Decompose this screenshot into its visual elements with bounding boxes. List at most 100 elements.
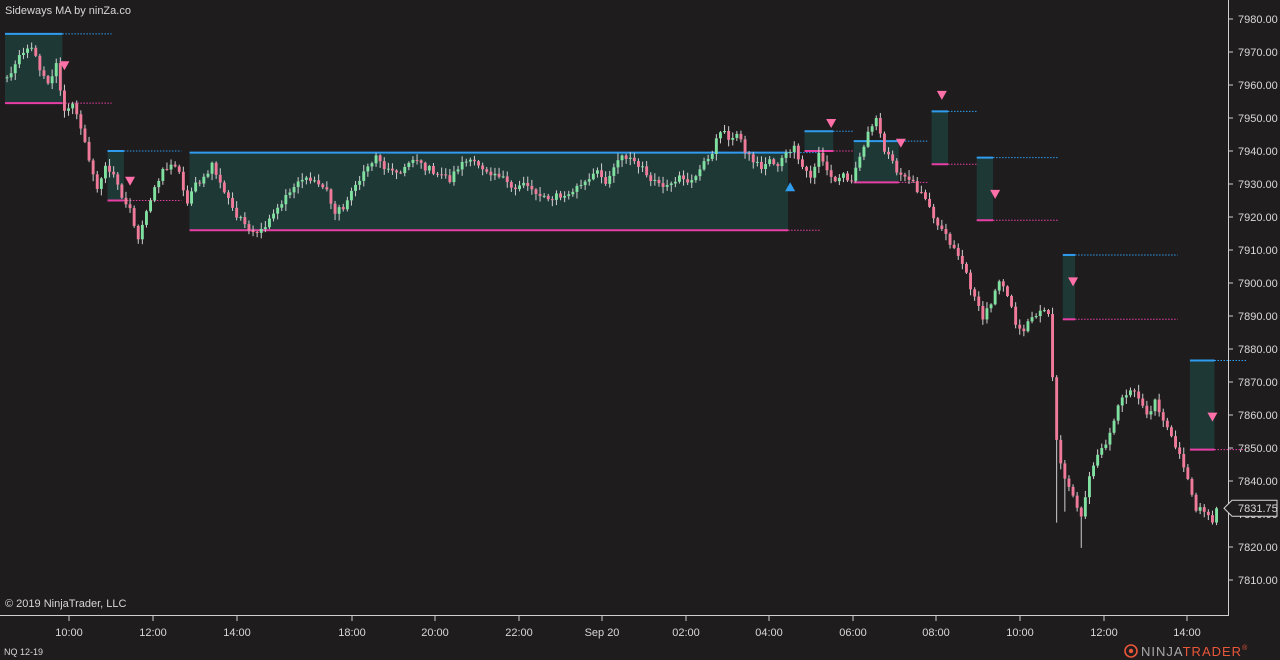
candle-up	[5, 77, 9, 79]
candle-down	[821, 152, 825, 162]
candle-up	[1153, 399, 1157, 412]
candle-down	[829, 170, 833, 177]
price-tick-label: 7870.00	[1238, 377, 1278, 389]
sell-signal-arrow	[1207, 412, 1218, 422]
candle-down	[46, 76, 50, 84]
candle-up	[1215, 508, 1218, 523]
candle-down	[1055, 377, 1059, 440]
indicator-label: Sideways MA by ninZa.co	[5, 5, 131, 17]
sell-signal-arrow	[1068, 277, 1079, 287]
candle-up	[768, 159, 772, 165]
candle-up	[386, 168, 390, 170]
candle-down	[251, 230, 255, 233]
candle-down	[751, 154, 755, 163]
candle-up	[1083, 497, 1087, 517]
sideways-zone-box	[931, 111, 948, 165]
candle-up	[263, 227, 267, 229]
candle-down	[969, 272, 972, 290]
candle-down	[1001, 281, 1005, 287]
candle-down	[95, 174, 99, 189]
candle-down	[924, 192, 927, 199]
time-axis[interactable]: 10:00 12:00 14:00 18:00 20:00 22:00 Sep 20 02:0…	[55, 616, 1201, 639]
candle-up	[575, 185, 579, 192]
candle-down	[1018, 324, 1022, 329]
candle-down	[559, 193, 562, 198]
candle-up	[1198, 507, 1202, 511]
candle-up	[669, 183, 673, 186]
candle-down	[79, 114, 83, 129]
candle-up	[583, 181, 587, 186]
candle-up	[858, 156, 862, 168]
time-tick-label: 22:00	[505, 627, 533, 639]
candle-down	[1211, 515, 1214, 523]
candle-up	[206, 173, 210, 177]
brand-part2: TRADER	[1183, 644, 1242, 659]
candle-down	[1022, 328, 1026, 332]
candle-up	[157, 180, 161, 188]
candle-down	[846, 173, 849, 181]
candle-up	[104, 165, 107, 179]
candle-down	[796, 145, 800, 160]
candle-down	[329, 189, 333, 204]
candle-down	[440, 174, 444, 176]
candle-down	[550, 199, 554, 201]
candle-up	[149, 200, 152, 212]
last-price-label: 7831.75	[1238, 503, 1278, 515]
candle-down	[231, 198, 234, 208]
price-tick-label: 7920.00	[1238, 212, 1278, 224]
candle-down	[218, 174, 222, 183]
candle-down	[1174, 436, 1177, 448]
candle-up	[210, 162, 214, 174]
ninjatrader-logo: NINJATRADER®	[1124, 644, 1247, 659]
candle-up	[723, 130, 726, 133]
candle-down	[965, 263, 968, 273]
candle-down	[1071, 486, 1075, 496]
sideways-zone-box	[5, 33, 63, 104]
candle-up	[702, 161, 706, 170]
candle-down	[1137, 391, 1141, 399]
sideways-zone-box	[804, 131, 834, 151]
price-tick-label: 7860.00	[1238, 410, 1278, 422]
candle-down	[919, 192, 923, 194]
candle-down	[132, 208, 136, 226]
candle-down	[948, 233, 952, 245]
candle-down	[1157, 399, 1161, 413]
time-tick-label: 08:00	[922, 627, 950, 639]
candle-down	[235, 207, 239, 218]
candle-down	[645, 166, 649, 176]
candle-up	[194, 182, 198, 192]
candle-up	[153, 187, 157, 201]
candle-down	[632, 157, 636, 162]
candle-down	[325, 187, 329, 190]
candle-up	[145, 211, 148, 225]
candle-up	[694, 176, 698, 181]
candle-up	[296, 181, 300, 188]
candle-down	[776, 164, 780, 167]
price-tick-label: 7880.00	[1238, 344, 1278, 356]
price-tick-label: 7930.00	[1238, 179, 1278, 191]
candle-up	[997, 281, 1001, 291]
candle-up	[350, 190, 353, 201]
candle-up	[292, 187, 296, 193]
candle-down	[1010, 296, 1013, 307]
candle-down	[75, 103, 79, 115]
candle-down	[87, 141, 91, 161]
candle-up	[673, 181, 677, 184]
candle-down	[530, 185, 534, 190]
candle-down	[165, 168, 169, 170]
candle-down	[83, 128, 87, 142]
candle-up	[411, 159, 415, 163]
buy-signal-arrow	[785, 182, 796, 192]
candle-up	[370, 163, 374, 167]
candle-down	[378, 155, 382, 162]
candle-up	[1100, 448, 1104, 455]
price-tick-label: 7910.00	[1238, 245, 1278, 257]
candle-down	[222, 182, 226, 193]
candle-up	[714, 138, 718, 154]
candle-up	[612, 167, 616, 176]
candle-up	[276, 207, 280, 214]
candle-up	[1149, 411, 1153, 415]
candle-up	[591, 173, 595, 180]
